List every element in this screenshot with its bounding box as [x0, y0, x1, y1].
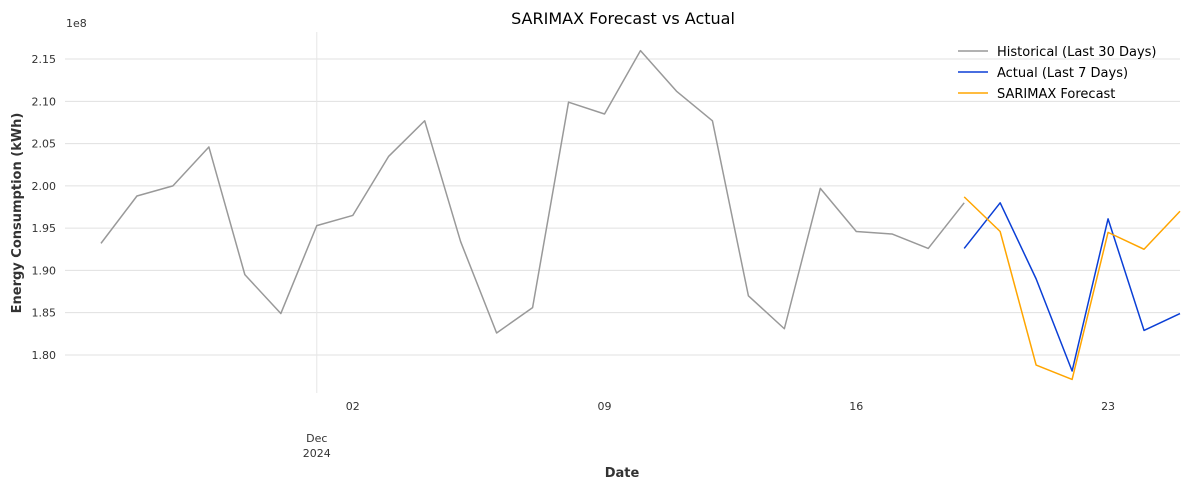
legend-label: Historical (Last 30 Days): [997, 45, 1157, 60]
x-tick-label: 09: [598, 400, 612, 413]
y-tick-label: 2.10: [32, 95, 57, 108]
y-tick-label: 1.80: [32, 349, 57, 362]
y-tick-label: 1.85: [32, 307, 57, 320]
legend: Historical (Last 30 Days) Actual (Last 7 …: [958, 45, 1157, 102]
y-axis-label: Energy Consumption (kWh): [10, 113, 25, 314]
x-tick-label: 16: [849, 400, 863, 413]
x-axis-label: Date: [605, 466, 640, 481]
x-year-label: 2024: [303, 447, 331, 460]
y-tick-label: 2.15: [32, 53, 57, 66]
y-tick-label: 1.90: [32, 264, 57, 277]
grid-layer: [65, 32, 1180, 393]
series-line-1: [100, 49, 965, 334]
y-tick-label: 2.00: [32, 180, 57, 193]
y-offset-label: 1e8: [66, 17, 87, 30]
x-month-label: Dec: [306, 432, 327, 445]
y-tick-label: 1.95: [32, 222, 57, 235]
chart-title: SARIMAX Forecast vs Actual: [511, 9, 735, 28]
axis-layer: 1.80 1.85 1.90 1.95 2.00 2.05 2.10 2.15 Dec 2024 0…: [32, 53, 1116, 460]
series-layer: [100, 49, 1181, 381]
x-tick-label: 02: [346, 400, 360, 413]
legend-label: Actual (Last 7 Days): [997, 66, 1128, 81]
y-tick-label: 2.05: [32, 138, 57, 151]
legend-label: SARIMAX Forecast: [997, 87, 1115, 102]
series-line-3: [963, 196, 1181, 381]
series-line-2: [963, 202, 1181, 372]
x-tick-label: 23: [1101, 400, 1115, 413]
